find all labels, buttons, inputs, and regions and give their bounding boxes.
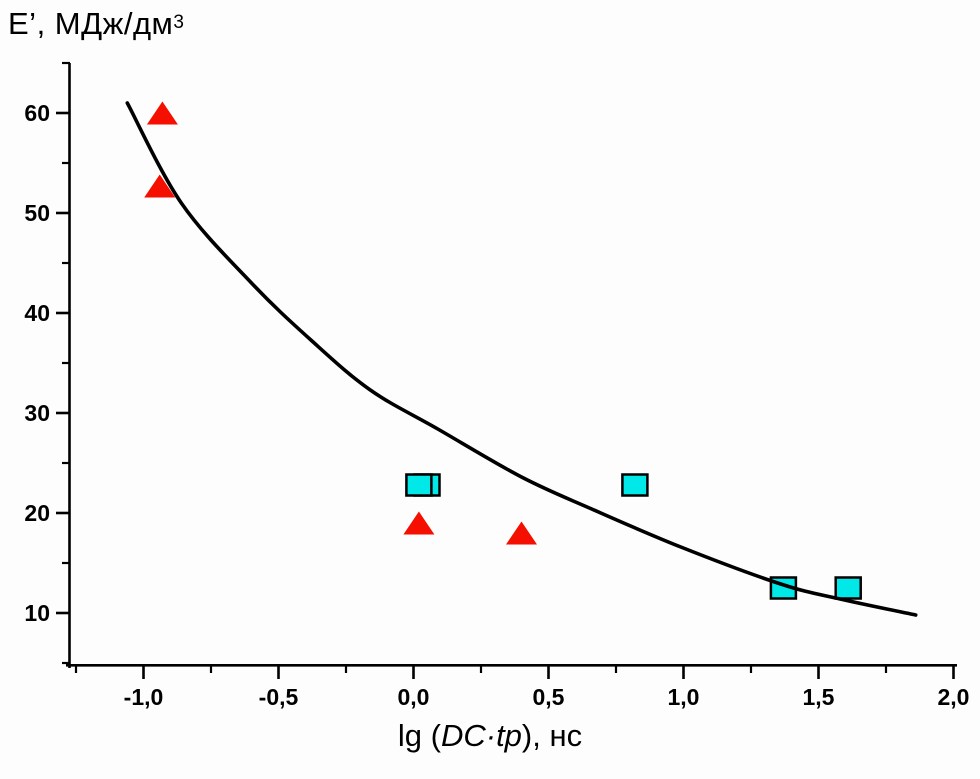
square-marker [834, 576, 862, 600]
square-marker [621, 473, 649, 497]
y-tick-label: 40 [24, 300, 50, 326]
x-tick-label: 0,0 [398, 684, 430, 710]
x-axis-title-prefix: lg ( [397, 718, 441, 753]
y-axis-title: E’, МДж/дм3 [8, 6, 184, 42]
y-axis-title-superscript: 3 [173, 12, 185, 33]
triangle-marker [403, 511, 435, 535]
y-tick-label: 30 [24, 400, 50, 426]
x-tick-label: -1,0 [124, 684, 164, 710]
triangle-marker [506, 521, 537, 545]
triangle-marker [144, 174, 176, 198]
x-axis-title-variable: DC·tp [440, 718, 522, 753]
triangle-marker [146, 101, 178, 125]
x-tick-label: 2,0 [938, 684, 970, 710]
y-axis-title-text: E’, МДж/дм [8, 6, 174, 41]
x-tick-label: 1,5 [803, 684, 835, 710]
fit-curve [125, 101, 918, 617]
x-tick-label: -0,5 [259, 684, 299, 710]
x-axis-title: lg (DC·tp), нс [0, 718, 980, 754]
y-tick-label: 50 [24, 200, 50, 226]
square-marker [405, 473, 433, 497]
y-tick-label: 20 [24, 500, 50, 526]
x-axis-title-suffix: ), нс [521, 718, 583, 753]
y-tick-label: 10 [24, 600, 50, 626]
x-tick-label: 1,0 [668, 684, 700, 710]
y-tick-label: 60 [24, 100, 50, 126]
x-tick-label: 0,5 [533, 684, 565, 710]
